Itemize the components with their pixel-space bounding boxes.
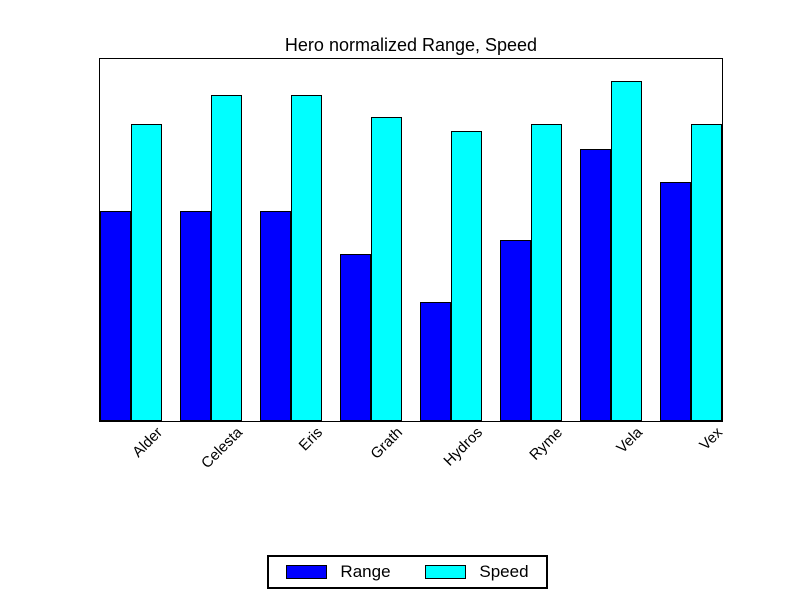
legend-item-range: Range <box>286 562 391 582</box>
bar-range-celesta <box>180 211 211 421</box>
bar-range-grath <box>340 254 371 421</box>
bar-range-ryme <box>500 240 531 421</box>
bar-speed-vela <box>611 81 642 421</box>
legend: Range Speed <box>267 555 548 589</box>
bar-speed-alder <box>131 124 162 421</box>
bar-speed-hydros <box>451 131 482 421</box>
bar-range-eris <box>260 211 291 421</box>
bar-range-vex <box>660 182 691 421</box>
bar-speed-grath <box>371 117 402 421</box>
legend-swatch-speed <box>425 565 467 579</box>
legend-swatch-range <box>286 565 328 579</box>
bar-speed-vex <box>691 124 722 421</box>
bar-range-alder <box>100 211 131 421</box>
legend-item-speed: Speed <box>425 562 529 582</box>
legend-label-speed: Speed <box>479 562 529 581</box>
bar-speed-celesta <box>211 95 242 421</box>
chart-title: Hero normalized Range, Speed <box>284 35 538 55</box>
legend-label-range: Range <box>340 562 391 581</box>
bar-speed-eris <box>291 95 322 421</box>
bar-speed-ryme <box>531 124 562 421</box>
bar-range-vela <box>580 149 611 421</box>
bar-range-hydros <box>420 302 451 421</box>
x-tick-label-vex: Vex <box>696 424 727 454</box>
plot-area <box>99 58 723 422</box>
